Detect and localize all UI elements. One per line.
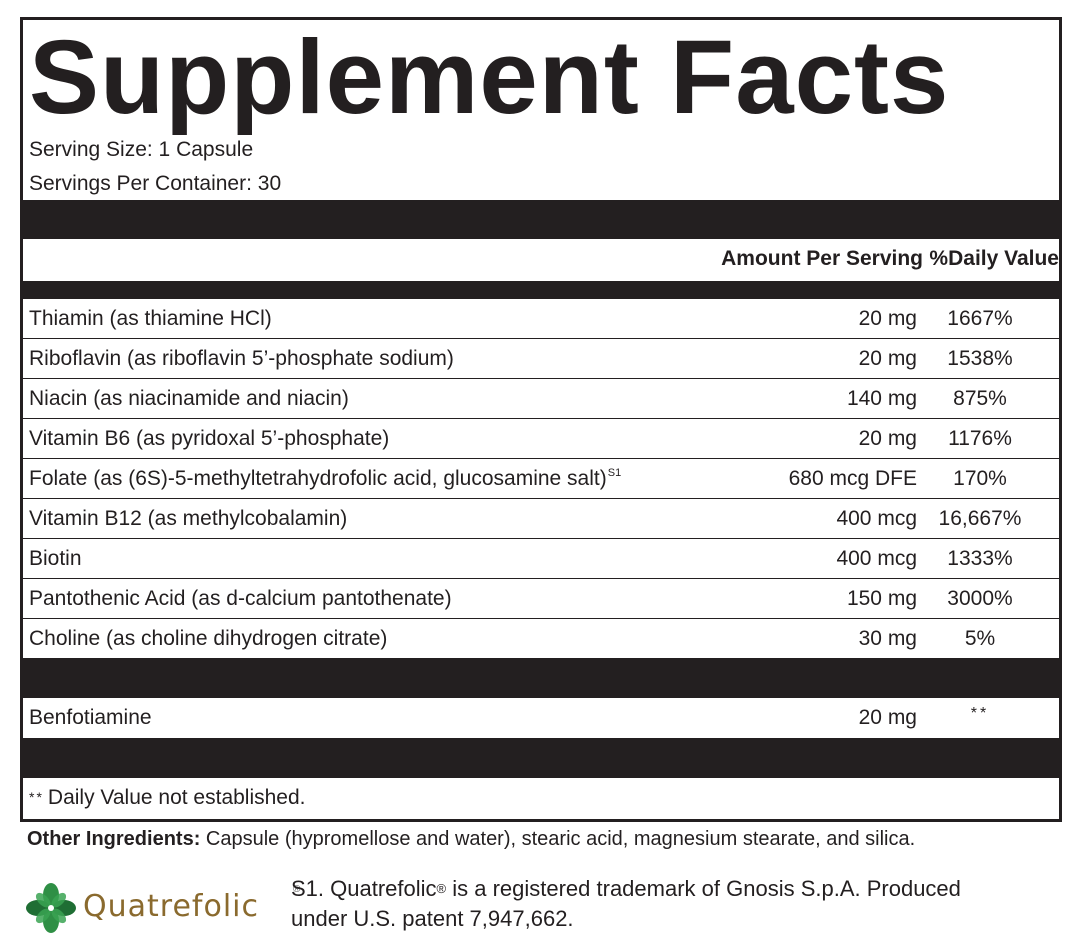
nutrient-row-riboflavin: Riboflavin (as riboflavin 5’-phosphate s… — [23, 339, 1059, 379]
trademark-registered-mark: ® — [436, 881, 447, 896]
thick-divider-bottom — [23, 738, 1059, 778]
trademark-note: S1. Quatrefolic® is a registered tradema… — [291, 874, 1051, 934]
nutrient-daily-value: 1176% — [948, 427, 1012, 450]
nutrient-name: Vitamin B6 (as pyridoxal 5’-phosphate) — [29, 427, 390, 450]
nutrient-amount: 20 mg — [858, 347, 917, 370]
four-leaf-clover-icon — [26, 883, 76, 933]
other-ingredients: Other Ingredients: Capsule (hypromellose… — [27, 824, 915, 854]
nutrient-row-choline: Choline (as choline dihydrogen citrate) … — [23, 619, 1059, 659]
nutrient-name: Riboflavin (as riboflavin 5’-phosphate s… — [29, 347, 454, 370]
nutrient-row-thiamin: Thiamin (as thiamine HCl) 20 mg 1667% — [23, 299, 1059, 339]
nutrient-row-folate: Folate (as (6S)-5-methyltetrahydrofolic … — [23, 459, 1059, 499]
ingredient-name: Benfotiamine — [29, 706, 152, 729]
nutrient-daily-value: 1538% — [947, 347, 1013, 370]
other-ingredient-row-benfotiamine: Benfotiamine 20 mg ** — [23, 698, 1059, 738]
other-ingredients-label: Other Ingredients: — [27, 828, 201, 850]
quatrefolic-logo: Quatrefolic ® — [23, 878, 300, 938]
nutrient-daily-value: 3000% — [947, 587, 1013, 610]
header-daily-value: %Daily Value — [929, 247, 1059, 270]
nutrient-amount: 400 mcg — [836, 507, 917, 530]
nutrient-name: Thiamin (as thiamine HCl) — [29, 307, 272, 330]
nutrient-name: Choline (as choline dihydrogen citrate) — [29, 627, 388, 650]
nutrient-row-vitamin-b6: Vitamin B6 (as pyridoxal 5’-phosphate) 2… — [23, 419, 1059, 459]
nutrient-daily-value: 5% — [964, 627, 996, 650]
thick-divider-top — [23, 200, 1059, 239]
footnote-text: Daily Value not established. — [47, 786, 306, 809]
servings-per-container: Servings Per Container: 30 — [29, 172, 282, 195]
logo-wordmark: Quatrefolic — [83, 889, 259, 924]
daily-value-footnote: ** Daily Value not established. — [29, 783, 306, 812]
thick-divider-header — [23, 281, 1059, 299]
thick-divider-separator — [23, 658, 1059, 698]
nutrient-row-vitamin-b12: Vitamin B12 (as methylcobalamin) 400 mcg… — [23, 499, 1059, 539]
nutrient-name: Pantothenic Acid (as d-calcium pantothen… — [29, 587, 452, 610]
nutrient-daily-value: 1667% — [947, 307, 1013, 330]
supplement-facts-panel: Supplement Facts Serving Size: 1 Capsule… — [20, 17, 1062, 822]
nutrient-amount: 20 mg — [858, 427, 917, 450]
nutrient-daily-value: 875% — [953, 387, 1007, 410]
nutrient-name: Niacin (as niacinamide and niacin) — [29, 387, 349, 410]
other-ingredients-text: Capsule (hypromellose and water), steari… — [200, 828, 916, 850]
nutrient-amount: 30 mg — [858, 627, 917, 650]
footnote-superscript: S1 — [607, 467, 622, 479]
nutrient-name: Biotin — [29, 547, 82, 570]
trademark-note-line1a: S1. Quatrefolic — [291, 876, 437, 901]
nutrient-amount: 680 mcg DFE — [788, 467, 917, 490]
folate-name-text: Folate (as (6S)-5-methyltetrahydrofolic … — [29, 467, 607, 490]
nutrient-name: Vitamin B12 (as methylcobalamin) — [29, 507, 348, 530]
nutrient-daily-value: 170% — [953, 467, 1007, 490]
trademark-note-line1b: is a registered trademark of Gnosis S.p.… — [446, 876, 961, 901]
serving-size: Serving Size: 1 Capsule — [29, 138, 254, 161]
ingredient-daily-value: ** — [970, 705, 990, 722]
ingredient-amount: 20 mg — [858, 706, 917, 729]
nutrient-amount: 150 mg — [846, 587, 917, 610]
nutrient-amount: 400 mcg — [836, 547, 917, 570]
nutrient-row-niacin: Niacin (as niacinamide and niacin) 140 m… — [23, 379, 1059, 419]
logo-registered-mark: ® — [293, 884, 301, 895]
nutrient-table: Thiamin (as thiamine HCl) 20 mg 1667% Ri… — [23, 299, 1059, 659]
nutrient-daily-value: 16,667% — [938, 507, 1022, 530]
nutrient-row-pantothenic-acid: Pantothenic Acid (as d-calcium pantothen… — [23, 579, 1059, 619]
trademark-note-line2: under U.S. patent 7,947,662. — [291, 906, 574, 931]
nutrient-name: Folate (as (6S)-5-methyltetrahydrofolic … — [29, 459, 621, 499]
nutrient-row-biotin: Biotin 400 mcg 1333% — [23, 539, 1059, 579]
footnote-stars: ** — [29, 789, 44, 805]
nutrient-amount: 140 mg — [846, 387, 917, 410]
nutrient-daily-value: 1333% — [947, 547, 1013, 570]
nutrient-amount: 20 mg — [858, 307, 917, 330]
header-amount-per-serving: Amount Per Serving — [721, 247, 923, 270]
panel-title: Supplement Facts — [29, 19, 950, 136]
